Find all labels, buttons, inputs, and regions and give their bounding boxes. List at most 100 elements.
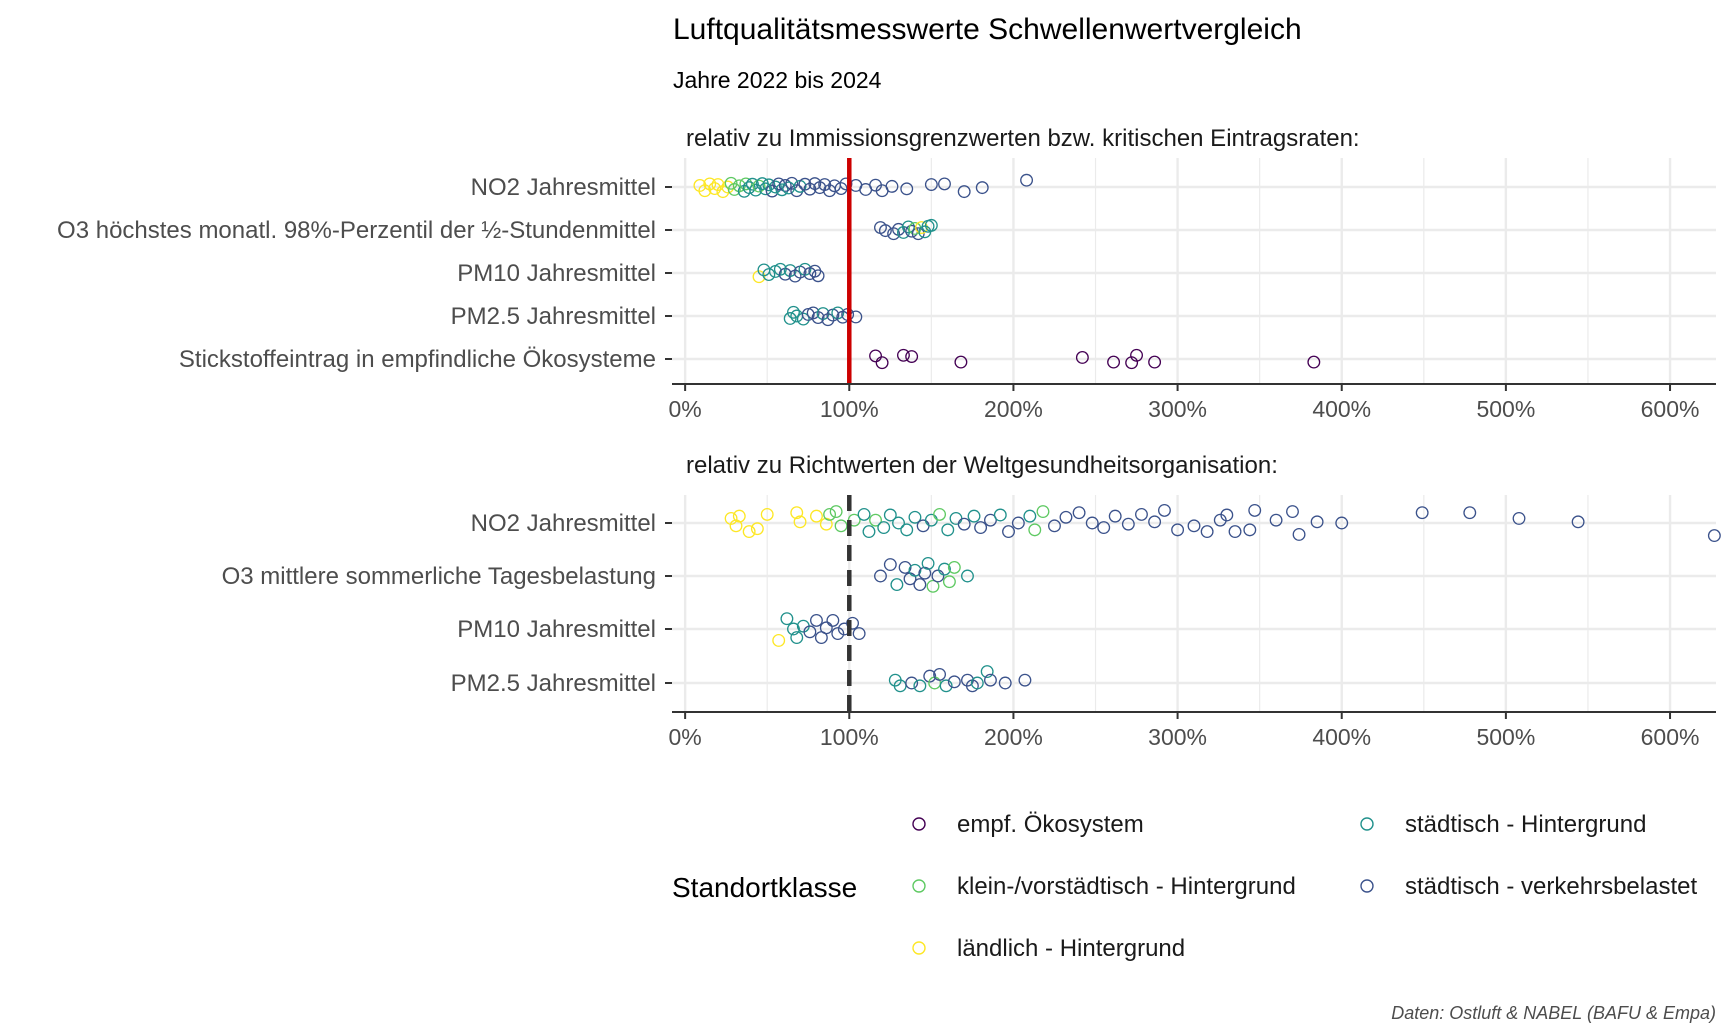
data-point (984, 673, 997, 687)
x-tick-label: 500% (1476, 724, 1535, 750)
data-point (801, 308, 815, 321)
data-point (980, 665, 994, 679)
data-point (1011, 516, 1025, 530)
data-point (905, 676, 919, 690)
x-tick-label: 100% (820, 396, 879, 422)
panel-2: NO2 Jahresmittel O3 mittlere sommerliche … (222, 495, 1721, 750)
legend-key (912, 817, 926, 831)
data-point (765, 184, 779, 198)
chart-subtitle: Jahre 2022 bis 2024 (673, 67, 882, 93)
legend-key (1360, 879, 1374, 893)
data-point (975, 181, 989, 195)
data-point (750, 522, 764, 536)
legend-item: städtisch - Hintergrund (1360, 811, 1646, 838)
data-point (1286, 505, 1299, 519)
data-point (1310, 515, 1324, 529)
legend-item: städtisch - verkehrsbelastet (1360, 873, 1697, 900)
data-point (752, 179, 766, 193)
data-point (933, 667, 947, 681)
data-point (819, 517, 833, 531)
data-point (1269, 513, 1283, 527)
data-point (1248, 503, 1262, 517)
data-point (1020, 173, 1034, 187)
data-point (775, 183, 789, 197)
data-point (834, 519, 848, 533)
data-point (961, 569, 974, 583)
x-tick-label: 100% (820, 724, 879, 750)
data-point (790, 631, 804, 645)
data-point (993, 508, 1007, 522)
data-point (883, 558, 897, 572)
data-point (998, 676, 1012, 690)
legend-item: empf. Ökosystem (912, 811, 1144, 838)
x-tick-label: 500% (1476, 396, 1535, 422)
data-point (739, 177, 753, 191)
data-point (1512, 511, 1526, 525)
data-point (778, 179, 792, 192)
data-point (698, 184, 712, 198)
data-point (1075, 351, 1089, 364)
data-point (1158, 503, 1171, 517)
legend-label: empf. Ökosystem (957, 811, 1144, 838)
data-point (1121, 517, 1135, 531)
data-point (1187, 519, 1201, 533)
data-point (892, 516, 905, 530)
data-point (938, 562, 951, 576)
data-point (711, 178, 725, 191)
legend-key (1360, 817, 1374, 831)
legend-label: städtisch - verkehrsbelastet (1405, 873, 1697, 900)
data-point (1415, 506, 1429, 520)
data-point (759, 182, 773, 196)
data-point (798, 262, 812, 276)
data-point (942, 575, 956, 589)
x-tick-label: 300% (1148, 724, 1207, 750)
panel-1-strip-label: relativ zu Immissionsgrenzwerten bzw. kr… (686, 125, 1360, 152)
data-point (885, 179, 899, 193)
data-point (926, 579, 940, 593)
data-point (819, 621, 833, 635)
data-point (901, 220, 915, 234)
data-point (924, 218, 938, 232)
x-tick-label: 600% (1641, 724, 1700, 750)
data-point (772, 633, 786, 647)
data-point (1108, 509, 1122, 523)
data-point (970, 676, 984, 690)
legend-item: ländlich - Hintergrund (912, 935, 1185, 962)
data-point (823, 507, 837, 521)
data-point (938, 177, 951, 191)
legend-key (912, 941, 926, 955)
data-point (803, 625, 817, 639)
data-point (918, 566, 932, 580)
y-tick-label: PM2.5 Jahresmittel (451, 670, 656, 697)
data-point (783, 312, 797, 325)
data-point (984, 513, 997, 527)
data-point (821, 313, 835, 327)
data-point (1200, 525, 1214, 539)
plot-panels: NO2 Jahresmittel O3 höchstes monatl. 98%-… (57, 158, 1721, 750)
data-point (826, 613, 840, 627)
data-point (887, 227, 901, 241)
data-point (898, 560, 912, 574)
data-point (890, 578, 904, 592)
x-tick-label: 200% (984, 396, 1043, 422)
data-point (954, 355, 968, 369)
y-tick-label: PM10 Jahresmittel (457, 616, 656, 643)
y-tick-label: Stickstoffeintrag in empfindliche Ökosys… (179, 346, 656, 373)
data-point (905, 350, 919, 363)
data-point (877, 521, 891, 535)
data-point (831, 306, 845, 320)
data-point (1130, 348, 1143, 362)
data-point (947, 675, 961, 689)
legend-key (912, 879, 926, 893)
data-point (957, 517, 971, 531)
data-point (897, 348, 910, 362)
data-point (1307, 355, 1321, 369)
data-point (908, 510, 922, 524)
data-point (874, 569, 887, 583)
data-point (957, 185, 971, 199)
legend-label: ländlich - Hintergrund (957, 935, 1185, 962)
data-point (1085, 516, 1099, 530)
chart-title: Luftqualitätsmesswerte Schwellenwertverg… (673, 13, 1302, 46)
data-point (796, 312, 810, 326)
